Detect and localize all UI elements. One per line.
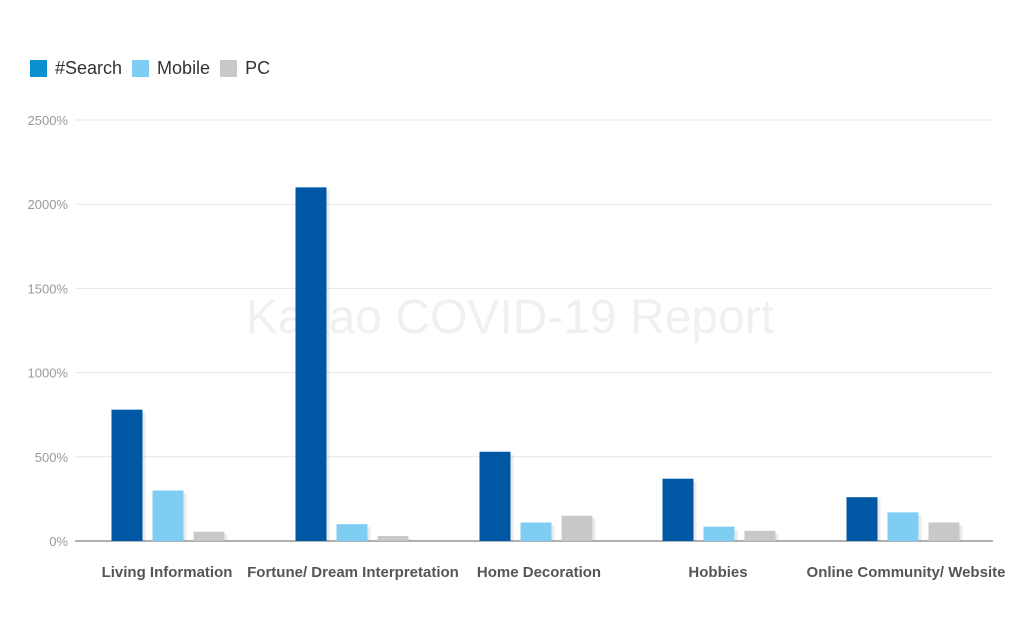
legend: #Search Mobile PC bbox=[30, 58, 280, 79]
bar-pc-2 bbox=[561, 515, 593, 541]
legend-item-pc: PC bbox=[220, 58, 270, 79]
legend-item-search: #Search bbox=[30, 58, 122, 79]
bars bbox=[111, 187, 963, 542]
x-category-label: Hobbies bbox=[688, 564, 747, 581]
x-category-label: Living Information bbox=[102, 564, 233, 581]
bar-pc-4 bbox=[928, 522, 960, 541]
legend-label-mobile: Mobile bbox=[157, 58, 211, 78]
x-category-label: Online Community/ Website bbox=[807, 564, 1006, 581]
watermark: Kakao COVID-19 Report bbox=[246, 291, 774, 344]
bar-pc-0 bbox=[193, 531, 225, 541]
legend-label-pc: PC bbox=[245, 58, 271, 78]
bar-mobile-1 bbox=[336, 524, 368, 541]
legend-label-search: #Search bbox=[55, 58, 123, 78]
y-tick-label: 500% bbox=[35, 450, 69, 465]
bar-search-4 bbox=[846, 497, 878, 541]
y-tick-label: 2500% bbox=[28, 113, 69, 128]
bar-mobile-3 bbox=[703, 526, 735, 541]
bar-pc-1 bbox=[377, 535, 409, 541]
gridlines bbox=[75, 119, 993, 458]
bar-mobile-4 bbox=[887, 512, 919, 541]
bar-pc-3 bbox=[744, 530, 776, 541]
x-category-label: Fortune/ Dream Interpretation bbox=[247, 564, 459, 581]
bar-search-0 bbox=[111, 409, 143, 541]
y-tick-label: 1500% bbox=[28, 281, 69, 296]
bar-mobile-2 bbox=[520, 522, 552, 541]
legend-swatch-pc bbox=[220, 60, 238, 77]
bar-search-2 bbox=[479, 451, 511, 541]
bar-mobile-0 bbox=[152, 490, 184, 541]
bar-search-1 bbox=[295, 187, 327, 542]
legend-item-mobile: Mobile bbox=[132, 58, 210, 79]
y-tick-label: 2000% bbox=[28, 197, 69, 212]
y-tick-label: 0% bbox=[49, 534, 68, 549]
x-axis: Living Information Fortune/ Dream Interpr… bbox=[102, 564, 1006, 581]
legend-swatch-search bbox=[30, 60, 47, 77]
bar-search-3 bbox=[662, 478, 694, 541]
y-tick-label: 1000% bbox=[28, 366, 69, 381]
x-category-label: Home Decoration bbox=[477, 564, 601, 581]
legend-swatch-mobile bbox=[132, 60, 150, 77]
